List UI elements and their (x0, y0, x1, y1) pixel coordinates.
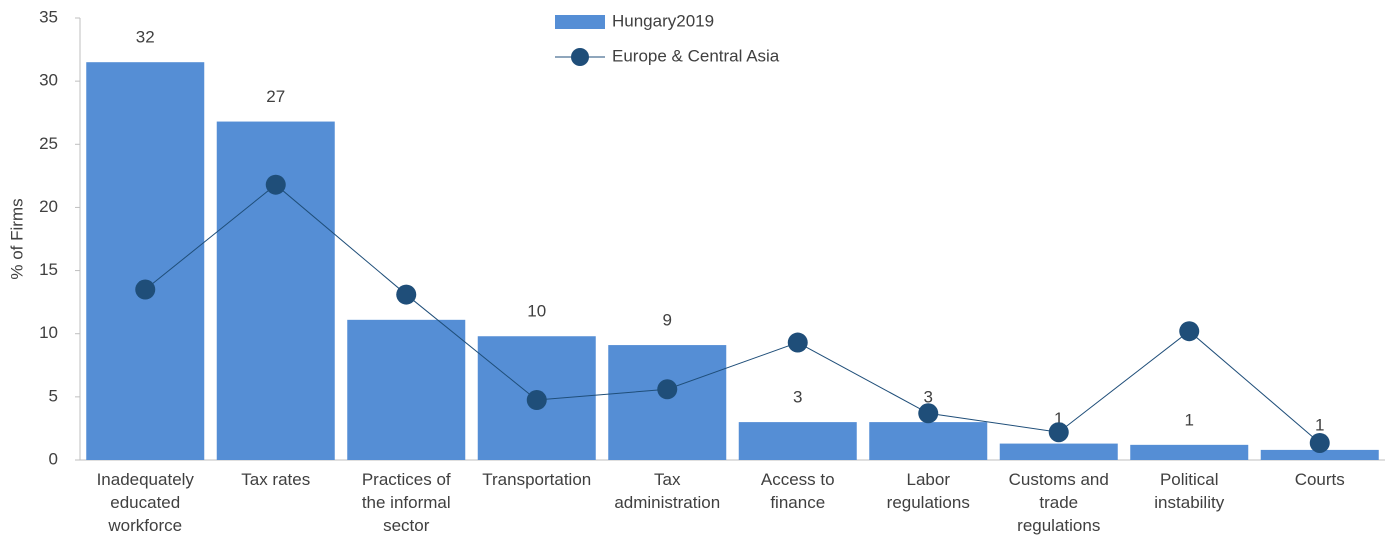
data-label: 3 (924, 388, 933, 407)
marker (657, 379, 678, 400)
marker (918, 403, 939, 424)
x-tick-label: Tax administration (614, 470, 720, 512)
data-label: 3 (793, 388, 802, 407)
legend-label: Europe & Central Asia (612, 46, 780, 65)
marker (396, 284, 417, 305)
bar (999, 443, 1118, 460)
legend-marker (571, 48, 589, 66)
y-tick-label: 30 (39, 71, 58, 90)
marker (1048, 422, 1069, 443)
data-label: 32 (136, 28, 155, 47)
x-tick-label: Transportation (482, 470, 591, 489)
y-tick-label: 10 (39, 323, 58, 342)
y-axis-label: % of Firms (7, 198, 26, 279)
y-tick-label: 0 (49, 449, 58, 468)
marker (787, 332, 808, 353)
marker (1179, 321, 1200, 342)
bar (608, 345, 727, 460)
legend-swatch (555, 15, 605, 29)
bar (216, 121, 335, 460)
data-label: 27 (266, 87, 285, 106)
data-label: 1 (1315, 415, 1324, 434)
y-tick-label: 35 (39, 7, 58, 26)
bar (738, 422, 857, 460)
data-label: 1 (1054, 409, 1063, 428)
y-tick-label: 15 (39, 260, 58, 279)
marker (1309, 432, 1330, 453)
x-tick-label: Practices of the informal sector (362, 470, 451, 535)
x-tick-label: Inadequately educated workforce (97, 470, 195, 535)
data-label: 9 (663, 311, 672, 330)
bar (1260, 449, 1379, 460)
x-tick-label: Labor regulations (887, 470, 970, 512)
data-label: 1 (1185, 410, 1194, 429)
x-tick-label: Political instability (1154, 470, 1224, 512)
marker (526, 390, 547, 411)
y-tick-label: 5 (49, 386, 58, 405)
legend-label: Hungary2019 (612, 11, 714, 30)
marker (135, 279, 156, 300)
y-tick-label: 25 (39, 134, 58, 153)
x-tick-label: Customs and trade regulations (1009, 470, 1109, 535)
bar (347, 319, 466, 460)
bar (869, 422, 988, 460)
bar (1130, 444, 1249, 460)
x-tick-label: Access to finance (761, 470, 835, 512)
x-tick-label: Tax rates (241, 470, 310, 489)
line (144, 184, 1321, 444)
data-label: 10 (527, 302, 546, 321)
y-tick-label: 20 (39, 197, 58, 216)
x-tick-label: Courts (1295, 470, 1345, 489)
bar (86, 62, 205, 460)
marker (265, 174, 286, 195)
